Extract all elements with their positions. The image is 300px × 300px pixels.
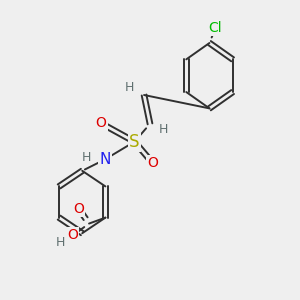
Text: N: N	[99, 152, 110, 167]
Text: S: S	[129, 133, 140, 151]
Text: O: O	[148, 156, 158, 170]
Text: O: O	[73, 202, 84, 216]
Text: O: O	[95, 116, 106, 130]
Text: O: O	[67, 229, 78, 242]
Text: Cl: Cl	[208, 21, 222, 35]
Text: H: H	[82, 151, 91, 164]
Text: H: H	[159, 123, 168, 136]
Text: H: H	[125, 81, 134, 94]
Text: H: H	[56, 236, 65, 249]
